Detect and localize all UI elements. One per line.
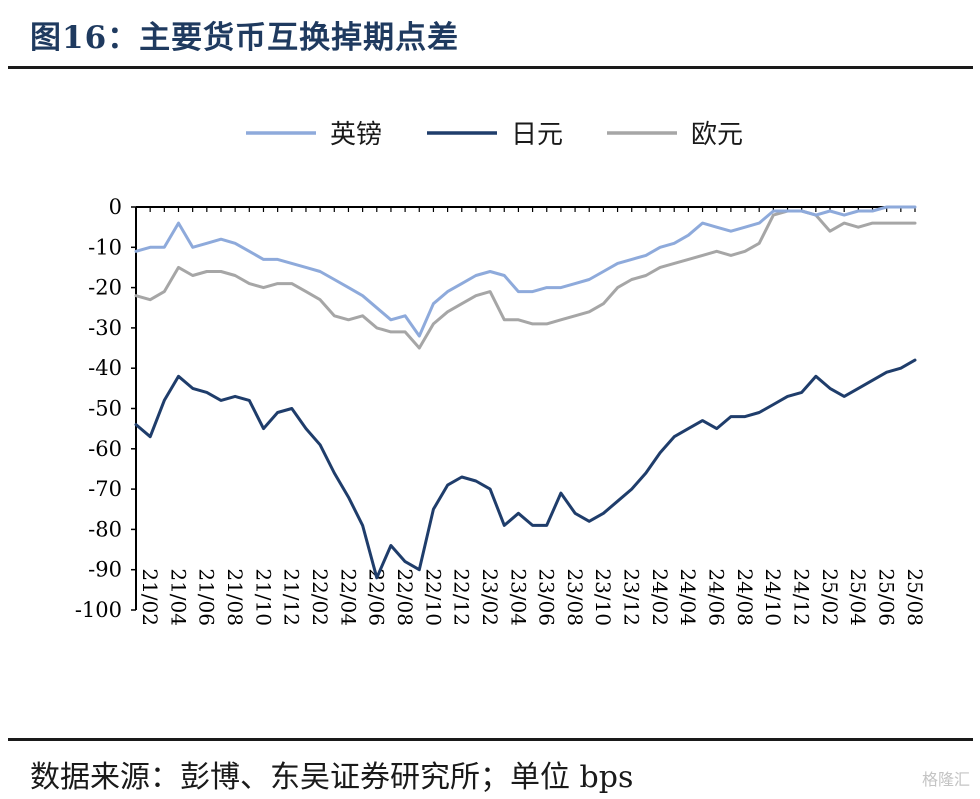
x-tick-label: 25/08 [903, 568, 927, 626]
x-tick-label: 25/02 [818, 568, 842, 626]
series-line-2 [134, 209, 917, 350]
chart-legend: 英镑 日元 欧元 [246, 120, 743, 150]
y-tick-label: -50 [88, 397, 122, 421]
y-tick-label: -10 [88, 235, 122, 259]
y-tick-label: -60 [88, 437, 122, 461]
x-tick-label: 23/02 [478, 568, 502, 626]
x-tick-label: 24/08 [733, 568, 757, 626]
y-tick-label: -100 [75, 598, 122, 622]
series-line-0 [134, 205, 917, 338]
x-tick-label: 21/06 [195, 568, 219, 626]
x-tick-label: 22/04 [336, 568, 360, 626]
x-tick-label: 24/02 [648, 568, 672, 626]
legend-label-2: 欧元 [691, 120, 743, 150]
top-rule [8, 66, 973, 69]
bottom-rule [8, 738, 973, 741]
y-tick-label: -70 [88, 477, 122, 501]
x-tick-label: 23/10 [591, 568, 615, 626]
series-line-1 [134, 358, 917, 580]
source-note: 数据来源：彭博、东吴证券研究所；单位 bps [30, 760, 634, 795]
y-tick-label: 0 [109, 195, 122, 219]
y-tick-label: -80 [88, 517, 122, 541]
x-tick-label: 23/12 [620, 568, 644, 626]
x-tick-label: 24/06 [705, 568, 729, 626]
y-tick-label: -20 [88, 276, 122, 300]
x-tick-label: 24/10 [761, 568, 785, 626]
x-tick-label: 22/10 [421, 568, 445, 626]
x-tick-label: 21/10 [251, 568, 275, 626]
x-tick-label: 25/06 [875, 568, 899, 626]
x-tick-label: 21/04 [166, 568, 190, 626]
y-tick-label: -90 [88, 558, 122, 582]
x-tick-label: 23/08 [563, 568, 587, 626]
legend-label-1: 日元 [511, 120, 563, 150]
x-tick-label: 22/08 [393, 568, 417, 626]
legend-label-0: 英镑 [330, 120, 382, 150]
x-tick-label: 25/04 [846, 568, 870, 626]
x-tick-label: 24/12 [790, 568, 814, 626]
x-tick-label: 22/02 [308, 568, 332, 626]
x-tick-label: 23/04 [506, 568, 530, 626]
x-tick-label: 21/08 [223, 568, 247, 626]
y-tick-label: -40 [88, 356, 122, 380]
chart-lines [134, 205, 917, 580]
x-tick-label: 23/06 [535, 568, 559, 626]
figure-title: 图16：主要货币互换掉期点差 [30, 20, 460, 56]
x-tick-label: 22/12 [450, 568, 474, 626]
y-tick-label: -30 [88, 316, 122, 340]
x-tick-label: 24/04 [676, 568, 700, 626]
chart-axes: 0-10-20-30-40-50-60-70-80-90-100 21/02 21/… [75, 195, 927, 626]
x-tick-label: 21/12 [280, 568, 304, 626]
x-tick-label: 21/02 [138, 568, 162, 626]
watermark-logo: 格隆汇 [921, 770, 970, 789]
